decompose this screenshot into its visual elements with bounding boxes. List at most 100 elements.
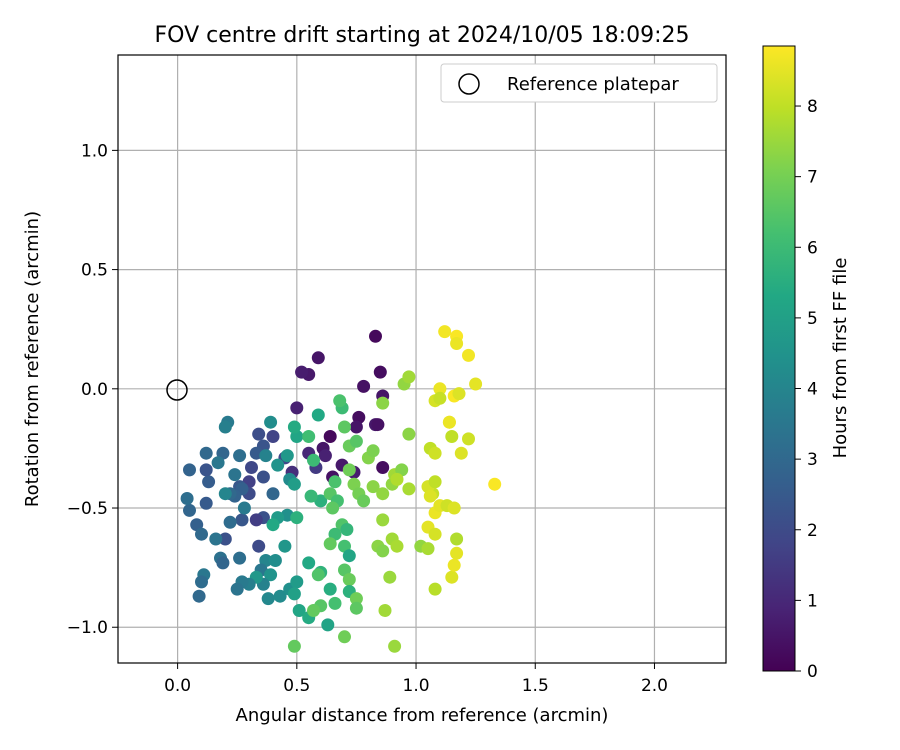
data-point [349, 601, 363, 615]
reference-point-marker [166, 379, 188, 401]
legend-box [440, 63, 718, 103]
data-point [228, 468, 242, 482]
data-point [264, 568, 278, 582]
colorbar-tick-label: 2 [807, 521, 818, 541]
chart-title: FOV centre drift starting at 2024/10/05 … [155, 23, 690, 48]
data-point [388, 639, 402, 653]
data-point [266, 518, 280, 532]
data-point [428, 446, 442, 460]
data-point [445, 430, 459, 443]
legend-reference-marker [458, 73, 480, 95]
data-point [338, 420, 351, 434]
data-point [195, 527, 208, 541]
data-point [423, 489, 437, 503]
data-point [287, 477, 301, 491]
data-point [402, 482, 416, 496]
data-point [245, 461, 258, 474]
grid-lines [118, 55, 726, 663]
data-point [271, 458, 285, 472]
data-point [447, 558, 461, 572]
data-point [357, 379, 371, 393]
data-point [428, 527, 442, 541]
data-point [442, 415, 456, 429]
y-tick-label: 0.5 [81, 261, 108, 281]
data-point [311, 351, 325, 365]
colorbar-tick-label: 7 [807, 168, 818, 188]
data-point [202, 475, 216, 489]
y-axis-ticks: −1.0 −0.5 0.0 0.5 1.0 [67, 141, 118, 638]
y-tick-label: −1.0 [67, 618, 108, 638]
data-point [328, 596, 342, 610]
data-point [450, 546, 464, 560]
data-point [328, 527, 342, 541]
data-point [311, 408, 325, 422]
data-point [304, 489, 318, 503]
data-point [462, 432, 475, 446]
data-point [252, 539, 266, 553]
data-point [390, 472, 404, 486]
x-tick-label: 0.0 [164, 676, 191, 696]
data-point [376, 513, 390, 527]
data-point [433, 391, 447, 405]
data-point [349, 434, 363, 448]
data-point [454, 446, 468, 460]
data-point [369, 329, 382, 343]
data-point [268, 554, 282, 567]
data-point [218, 532, 232, 546]
x-axis-label: Angular distance from reference (arcmin) [236, 705, 609, 726]
data-point [452, 387, 466, 401]
data-point [295, 365, 309, 379]
data-point [333, 394, 347, 408]
data-point [438, 325, 452, 339]
x-tick-label: 1.0 [403, 676, 430, 696]
data-point [376, 461, 390, 474]
y-tick-label: 1.0 [81, 141, 108, 161]
data-point [378, 604, 392, 617]
data-point [366, 444, 380, 458]
data-point [290, 575, 304, 589]
data-point [235, 513, 249, 527]
x-axis-ticks: 0.0 0.5 1.0 1.5 2.0 [164, 663, 668, 696]
plot-frame [117, 54, 727, 664]
data-point [402, 370, 416, 384]
data-point [302, 556, 316, 570]
data-point [261, 592, 275, 606]
data-point [290, 401, 304, 415]
y-tick-label: −0.5 [67, 499, 108, 519]
data-point [287, 639, 301, 653]
data-point [223, 515, 237, 529]
data-point [199, 463, 213, 477]
data-point [323, 582, 337, 596]
legend-label: Reference platepar [507, 74, 679, 95]
data-point [280, 449, 294, 463]
data-point [216, 556, 230, 570]
data-point [209, 532, 223, 546]
data-point [292, 604, 306, 617]
data-point [183, 463, 196, 477]
colorbar-gradient [762, 45, 796, 672]
data-point [273, 589, 287, 603]
data-point [428, 475, 442, 489]
data-point [249, 513, 263, 527]
data-point [428, 582, 442, 596]
x-tick-label: 2.0 [641, 676, 668, 696]
x-tick-label: 0.5 [283, 676, 310, 696]
data-point [390, 539, 404, 553]
colorbar-tick-label: 8 [807, 97, 818, 117]
data-point [371, 418, 385, 432]
data-point [192, 589, 206, 603]
data-point [199, 446, 213, 460]
data-point [259, 449, 273, 463]
data-point [447, 501, 461, 515]
data-point [195, 575, 208, 589]
data-point [326, 501, 340, 515]
data-point [421, 542, 435, 556]
data-points [180, 325, 502, 653]
colorbar-tick-label: 4 [807, 380, 818, 400]
data-point [264, 415, 278, 429]
data-point [183, 503, 196, 517]
data-point [469, 377, 483, 391]
data-point [342, 549, 356, 563]
data-point [323, 430, 337, 443]
